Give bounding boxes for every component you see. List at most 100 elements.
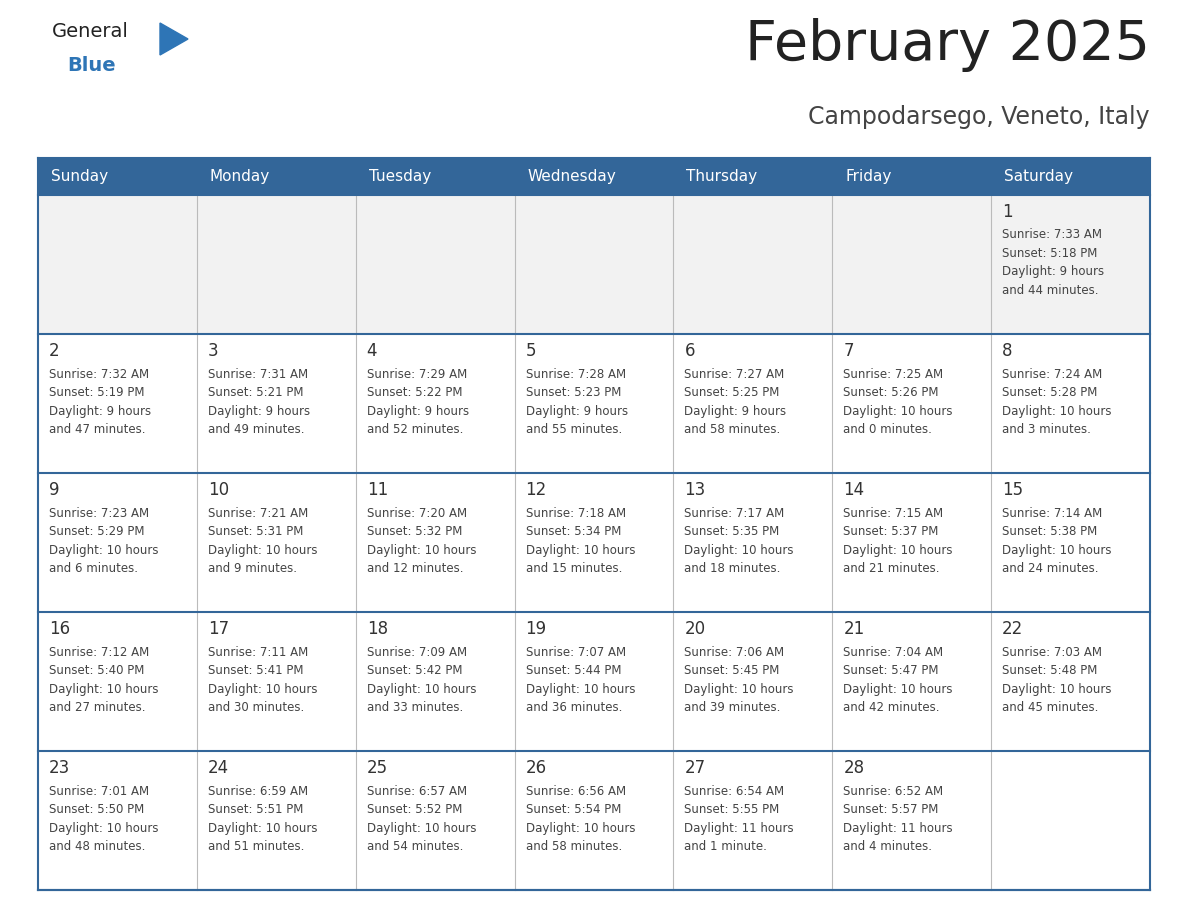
Bar — [197, 473, 355, 611]
Text: Daylight: 9 hours: Daylight: 9 hours — [208, 405, 310, 418]
Text: and 33 minutes.: and 33 minutes. — [367, 701, 463, 714]
Bar — [197, 195, 355, 333]
Bar — [674, 333, 833, 473]
Text: Daylight: 9 hours: Daylight: 9 hours — [367, 405, 469, 418]
Text: 15: 15 — [1003, 481, 1023, 498]
Bar — [991, 158, 1150, 195]
Text: Sunset: 5:26 PM: Sunset: 5:26 PM — [843, 386, 939, 399]
Text: Sunset: 5:47 PM: Sunset: 5:47 PM — [843, 665, 939, 677]
Text: Daylight: 10 hours: Daylight: 10 hours — [208, 683, 317, 696]
Text: 5: 5 — [525, 341, 536, 360]
Text: Sunset: 5:54 PM: Sunset: 5:54 PM — [525, 803, 621, 816]
Bar — [355, 611, 514, 751]
Text: and 21 minutes.: and 21 minutes. — [843, 562, 940, 576]
Text: Sunrise: 7:32 AM: Sunrise: 7:32 AM — [49, 367, 150, 381]
Bar — [674, 195, 833, 333]
Text: 11: 11 — [367, 481, 388, 498]
Text: Daylight: 10 hours: Daylight: 10 hours — [367, 822, 476, 834]
Text: 19: 19 — [525, 620, 546, 638]
Bar — [355, 195, 514, 333]
Text: and 58 minutes.: and 58 minutes. — [684, 423, 781, 436]
Text: Sunrise: 7:04 AM: Sunrise: 7:04 AM — [843, 645, 943, 659]
Bar — [355, 333, 514, 473]
Text: Sunset: 5:22 PM: Sunset: 5:22 PM — [367, 386, 462, 399]
Text: Daylight: 10 hours: Daylight: 10 hours — [843, 405, 953, 418]
Bar — [38, 195, 197, 333]
Text: Sunrise: 6:54 AM: Sunrise: 6:54 AM — [684, 785, 784, 798]
Text: 17: 17 — [208, 620, 229, 638]
Text: Sunset: 5:41 PM: Sunset: 5:41 PM — [208, 665, 303, 677]
Bar — [991, 473, 1150, 611]
Text: and 54 minutes.: and 54 minutes. — [367, 840, 463, 854]
Text: Sunrise: 7:31 AM: Sunrise: 7:31 AM — [208, 367, 308, 381]
Text: and 55 minutes.: and 55 minutes. — [525, 423, 621, 436]
Text: Sunrise: 7:25 AM: Sunrise: 7:25 AM — [843, 367, 943, 381]
Text: Sunset: 5:31 PM: Sunset: 5:31 PM — [208, 525, 303, 538]
Text: Daylight: 10 hours: Daylight: 10 hours — [525, 822, 636, 834]
Text: 2: 2 — [49, 341, 59, 360]
Text: 18: 18 — [367, 620, 387, 638]
Text: Thursday: Thursday — [687, 169, 758, 184]
Text: Saturday: Saturday — [1004, 169, 1073, 184]
Text: Sunset: 5:19 PM: Sunset: 5:19 PM — [49, 386, 145, 399]
Text: Campodarsego, Veneto, Italy: Campodarsego, Veneto, Italy — [808, 105, 1150, 129]
Bar — [991, 611, 1150, 751]
Text: and 45 minutes.: and 45 minutes. — [1003, 701, 1099, 714]
Text: and 42 minutes.: and 42 minutes. — [843, 701, 940, 714]
Text: and 18 minutes.: and 18 minutes. — [684, 562, 781, 576]
Text: Sunrise: 7:14 AM: Sunrise: 7:14 AM — [1003, 507, 1102, 520]
Text: and 4 minutes.: and 4 minutes. — [843, 840, 933, 854]
Text: Sunset: 5:28 PM: Sunset: 5:28 PM — [1003, 386, 1098, 399]
Text: Sunrise: 7:29 AM: Sunrise: 7:29 AM — [367, 367, 467, 381]
Text: Daylight: 10 hours: Daylight: 10 hours — [525, 683, 636, 696]
Text: Sunrise: 6:56 AM: Sunrise: 6:56 AM — [525, 785, 626, 798]
Bar — [355, 158, 514, 195]
Bar — [833, 195, 991, 333]
Text: and 15 minutes.: and 15 minutes. — [525, 562, 623, 576]
Text: and 52 minutes.: and 52 minutes. — [367, 423, 463, 436]
Bar — [514, 158, 674, 195]
Text: 13: 13 — [684, 481, 706, 498]
Text: Sunrise: 6:52 AM: Sunrise: 6:52 AM — [843, 785, 943, 798]
Text: and 0 minutes.: and 0 minutes. — [843, 423, 933, 436]
Bar — [38, 158, 197, 195]
Text: 23: 23 — [49, 759, 70, 777]
Bar — [991, 333, 1150, 473]
Text: Sunrise: 7:24 AM: Sunrise: 7:24 AM — [1003, 367, 1102, 381]
Text: and 47 minutes.: and 47 minutes. — [49, 423, 145, 436]
Bar — [514, 473, 674, 611]
Text: Daylight: 10 hours: Daylight: 10 hours — [684, 683, 794, 696]
Text: Daylight: 10 hours: Daylight: 10 hours — [208, 822, 317, 834]
Bar — [674, 751, 833, 890]
Text: 1: 1 — [1003, 203, 1012, 220]
Text: and 51 minutes.: and 51 minutes. — [208, 840, 304, 854]
Bar — [514, 751, 674, 890]
Text: 3: 3 — [208, 341, 219, 360]
Text: Daylight: 10 hours: Daylight: 10 hours — [1003, 683, 1112, 696]
Bar — [197, 333, 355, 473]
Text: Daylight: 10 hours: Daylight: 10 hours — [1003, 405, 1112, 418]
Text: 25: 25 — [367, 759, 387, 777]
Text: 27: 27 — [684, 759, 706, 777]
Text: Sunset: 5:45 PM: Sunset: 5:45 PM — [684, 665, 779, 677]
Text: and 58 minutes.: and 58 minutes. — [525, 840, 621, 854]
Text: Sunday: Sunday — [51, 169, 108, 184]
Text: and 12 minutes.: and 12 minutes. — [367, 562, 463, 576]
Text: Sunrise: 7:33 AM: Sunrise: 7:33 AM — [1003, 229, 1102, 241]
Text: Daylight: 11 hours: Daylight: 11 hours — [684, 822, 794, 834]
Text: Sunrise: 7:03 AM: Sunrise: 7:03 AM — [1003, 645, 1102, 659]
Text: 10: 10 — [208, 481, 229, 498]
Text: 21: 21 — [843, 620, 865, 638]
Text: Daylight: 10 hours: Daylight: 10 hours — [49, 543, 158, 556]
Text: Sunrise: 7:17 AM: Sunrise: 7:17 AM — [684, 507, 785, 520]
Text: 6: 6 — [684, 341, 695, 360]
Bar — [197, 611, 355, 751]
Text: Sunrise: 7:18 AM: Sunrise: 7:18 AM — [525, 507, 626, 520]
Text: Wednesday: Wednesday — [527, 169, 617, 184]
Bar — [38, 473, 197, 611]
Bar — [833, 473, 991, 611]
Text: February 2025: February 2025 — [745, 18, 1150, 72]
Text: Sunset: 5:37 PM: Sunset: 5:37 PM — [843, 525, 939, 538]
Text: Sunrise: 7:06 AM: Sunrise: 7:06 AM — [684, 645, 784, 659]
Text: 16: 16 — [49, 620, 70, 638]
